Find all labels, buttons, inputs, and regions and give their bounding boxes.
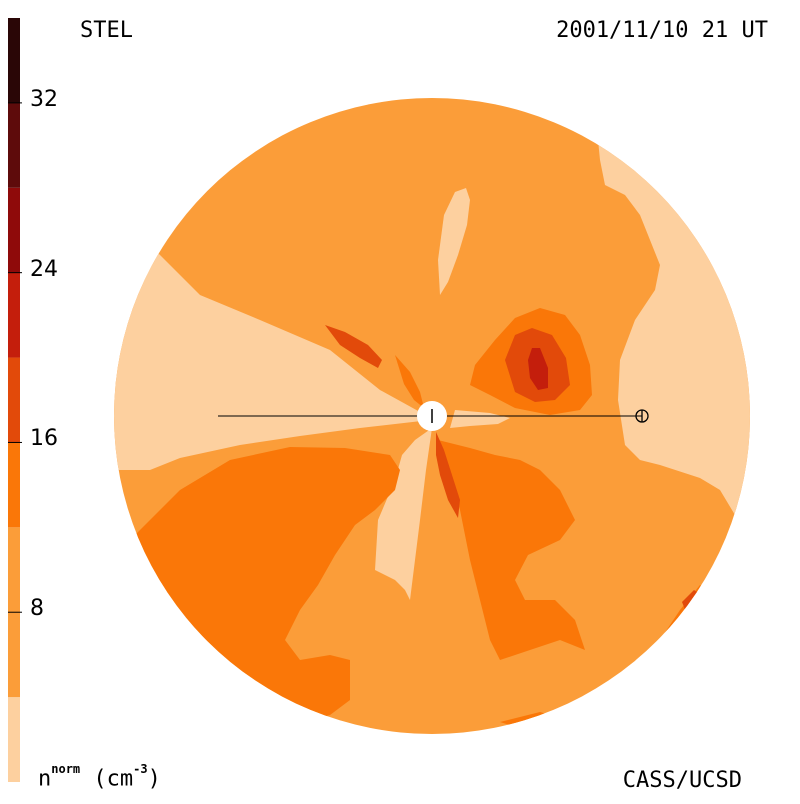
- colorbar-band-6: [8, 102, 20, 188]
- colorbar-band-4: [8, 272, 20, 358]
- colorbar-band-3: [8, 357, 20, 443]
- colorbar-band-5: [8, 187, 20, 273]
- earth-circle-cross-icon: [635, 409, 649, 423]
- observer-label: STEL: [80, 18, 133, 43]
- unit-close: ): [147, 766, 161, 792]
- colorbar-band-7: [8, 18, 20, 103]
- region-lightest-south-wedge: [375, 428, 432, 600]
- colorbar-tick-label: 8: [30, 596, 44, 622]
- unit-exponent: -3: [133, 762, 148, 776]
- region-medium-south-center: [438, 440, 585, 660]
- region-lightest-sun-halo: [450, 410, 510, 428]
- colorbar-tick-label: 16: [30, 426, 58, 452]
- colorbar-unit-label: nnorm (cm-3): [38, 762, 161, 792]
- colorbar-band-0: [8, 697, 20, 782]
- unit-open: (cm: [93, 766, 134, 792]
- colorbar: [8, 18, 22, 782]
- sun-disk-icon: [417, 401, 447, 431]
- credit-label: CASS/UCSD: [622, 768, 742, 793]
- region-dark-nw-streak: [325, 325, 382, 368]
- quantity-superscript: norm: [51, 762, 81, 776]
- quantity-symbol: n: [38, 766, 52, 792]
- timestamp-label: 2001/11/10 21 UT: [556, 18, 768, 43]
- colorbar-tick-label: 24: [30, 256, 58, 282]
- region-medium-nw-rays: [395, 355, 424, 408]
- colorbar-band-2: [8, 442, 20, 528]
- region-lightest-north-spike: [438, 188, 470, 295]
- region-lightest-left: [114, 240, 430, 470]
- region-darker-ne-core: [528, 348, 548, 390]
- region-dark-south-spike: [436, 432, 460, 518]
- colorbar-tick-label: 32: [30, 86, 58, 112]
